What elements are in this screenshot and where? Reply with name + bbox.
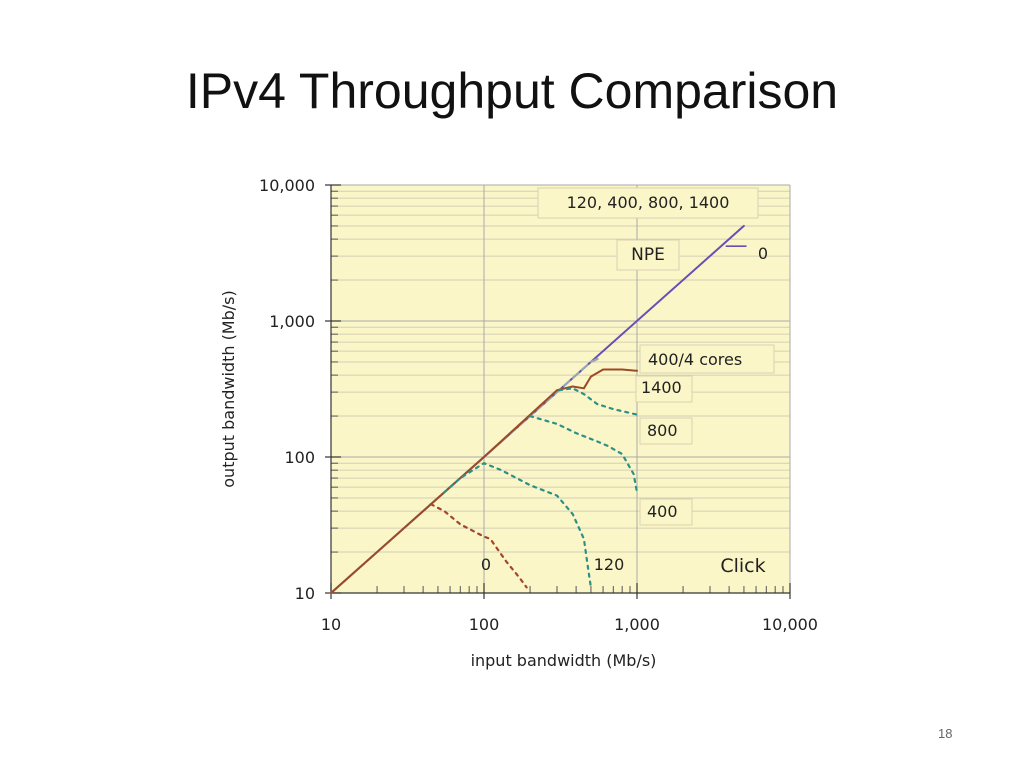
slide-title: IPv4 Throughput Comparison (185, 63, 839, 119)
y-tick-label: 10 (295, 584, 315, 603)
annotation-label: 120, 400, 800, 1400 (567, 193, 730, 212)
annotation-box (639, 417, 693, 445)
annotation-label: 800 (647, 421, 678, 440)
x-tick-label: 10 (321, 615, 341, 634)
annotation-box (616, 239, 680, 271)
series-line-6 (429, 503, 528, 589)
annotation-label: 400/4 cores (648, 350, 742, 369)
series-line-5 (443, 462, 592, 589)
x-tick-label: 1,000 (614, 615, 660, 634)
series-line-4 (529, 415, 639, 494)
annotation-label: 120 (594, 555, 625, 574)
annotation-label: 400 (647, 502, 678, 521)
annotation-label: NPE (631, 245, 665, 265)
annotation-box (639, 498, 693, 526)
axes: 10 100 1,000 10,000 10 100 1,000 10,000 input ba… (219, 176, 818, 670)
annotation-box (639, 344, 775, 374)
y-tick-label: 10,000 (259, 176, 315, 195)
annotations: 120, 400, 800, 1400 NPE 0 400/4 cores 1400 80… (481, 187, 775, 577)
x-tick-label: 100 (469, 615, 500, 634)
series-line-3 (558, 387, 639, 416)
series-line-2 (330, 368, 638, 594)
annotation-label: 1400 (641, 378, 682, 397)
annotation-label: 0 (481, 555, 491, 574)
annotation-label: Click (720, 555, 765, 577)
x-tick-label: 10,000 (762, 615, 818, 634)
x-axis-title: input bandwidth (Mb/s) (471, 651, 657, 670)
y-tick-label: 100 (284, 448, 315, 467)
y-axis-title: output bandwidth (Mb/s) (219, 290, 238, 487)
annotation-label: 0 (758, 244, 768, 263)
y-tick-label: 1,000 (269, 312, 315, 331)
series (329, 224, 747, 595)
annotation-box (635, 375, 693, 403)
annotation-box (537, 187, 759, 219)
slide-number: 18 (938, 726, 953, 741)
